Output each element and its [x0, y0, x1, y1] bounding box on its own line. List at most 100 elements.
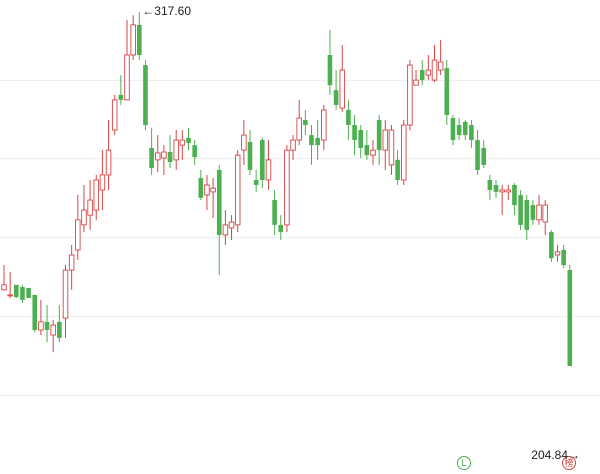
- candle-body: [81, 209, 87, 226]
- candle-body: [222, 224, 229, 236]
- candle-body: [327, 55, 333, 86]
- candle-body: [419, 70, 425, 81]
- candle-body: [518, 195, 523, 225]
- candle-body: [407, 64, 413, 126]
- candle-body: [14, 284, 19, 298]
- candle-body: [487, 179, 493, 191]
- candle-body: [512, 184, 517, 206]
- candle-body: [7, 294, 13, 297]
- candle-body: [105, 149, 112, 176]
- candle-body: [303, 120, 308, 126]
- candle-body: [542, 204, 548, 223]
- candle-body: [99, 174, 106, 191]
- candle-body: [130, 24, 136, 56]
- candle-body: [241, 134, 247, 151]
- candle-body: [50, 324, 56, 336]
- candle-body: [321, 109, 327, 141]
- candle-body: [437, 61, 444, 71]
- candle-body: [247, 141, 253, 170]
- candle-body: [339, 69, 346, 109]
- candle-body: [395, 159, 400, 180]
- candle-body: [198, 178, 204, 198]
- candle-body: [124, 54, 130, 101]
- candle-body: [57, 321, 62, 338]
- min-annotation: 204.84→: [531, 448, 580, 462]
- candle-body: [216, 169, 222, 235]
- candle-body: [1, 284, 7, 291]
- candle-body: [234, 154, 241, 226]
- candle-body: [561, 249, 566, 266]
- candle-body: [290, 139, 296, 151]
- candle-body: [462, 121, 468, 136]
- candle-body: [315, 137, 320, 146]
- candle-body: [265, 159, 272, 181]
- max-annotation: ←317.60: [142, 4, 191, 18]
- candle-body: [549, 232, 554, 259]
- grid: [0, 80, 600, 396]
- candle-body: [333, 90, 339, 105]
- candle-body: [493, 184, 499, 192]
- candle-body: [38, 321, 44, 331]
- candle-body: [68, 254, 75, 271]
- candle-body: [567, 270, 573, 367]
- candle-body: [210, 187, 216, 193]
- candle-body: [450, 118, 456, 141]
- candle-body: [554, 251, 561, 256]
- candle-body: [376, 120, 382, 151]
- candle-body: [272, 200, 277, 225]
- candle-body: [149, 147, 154, 169]
- candle-body: [505, 189, 512, 193]
- candle-body: [413, 79, 419, 86]
- candle-body: [309, 135, 314, 146]
- candle-body: [44, 321, 50, 331]
- badge-circle: [562, 456, 576, 470]
- candle-body: [469, 125, 474, 141]
- candle-body: [431, 59, 438, 81]
- candle-body: [260, 140, 265, 180]
- candle-body: [62, 269, 69, 319]
- candle-body: [75, 219, 81, 251]
- candle-body: [161, 151, 167, 159]
- candle-body: [382, 129, 389, 151]
- candle-body: [154, 152, 161, 161]
- candle-body: [93, 179, 99, 211]
- candle-body: [20, 287, 25, 300]
- candle-body: [352, 125, 357, 141]
- candle-body: [143, 65, 148, 126]
- candle-body: [32, 294, 38, 331]
- candle-body: [401, 124, 407, 181]
- candle-body: [111, 99, 118, 131]
- candle-body: [179, 139, 186, 146]
- candle-body: [481, 147, 486, 165]
- candle-body: [284, 149, 290, 226]
- candle-body: [370, 149, 376, 156]
- candle-body: [167, 152, 173, 163]
- candle-body: [278, 224, 284, 233]
- candle-body: [26, 287, 31, 299]
- candle-body: [364, 145, 370, 156]
- candle-body: [358, 130, 363, 148]
- badge-circle: [457, 456, 471, 470]
- candle-body: [346, 109, 351, 126]
- candle-body: [530, 205, 536, 220]
- candle-body: [524, 200, 530, 230]
- candle-body: [253, 179, 259, 185]
- candle-body: [388, 129, 395, 166]
- badge: L: [461, 458, 466, 468]
- candle-body: [186, 137, 191, 143]
- candle-body: [192, 145, 197, 158]
- candle-body: [536, 204, 542, 221]
- candle-body: [475, 140, 480, 170]
- candle-body: [173, 139, 179, 161]
- candle-body: [87, 199, 93, 216]
- candle-body: [137, 24, 142, 56]
- badge: 榜: [564, 457, 573, 468]
- candle-body: [456, 125, 462, 136]
- candle-body: [425, 69, 432, 76]
- candle-body: [118, 94, 124, 100]
- candle-body: [444, 68, 450, 115]
- candle-body: [204, 184, 210, 196]
- candle-body: [228, 221, 235, 229]
- candle-body: [499, 189, 505, 193]
